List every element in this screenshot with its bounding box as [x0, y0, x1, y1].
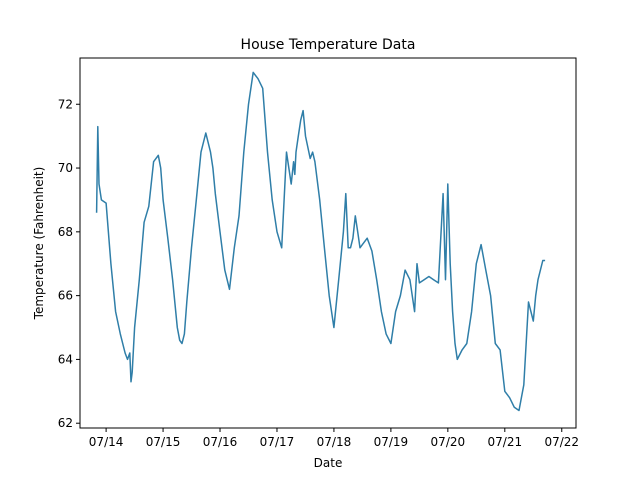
x-tick-label: 07/16 [203, 435, 238, 449]
plot-area [79, 57, 577, 429]
y-tick-label: 62 [58, 416, 73, 430]
y-tick-label: 72 [58, 97, 73, 111]
series-line [95, 71, 546, 412]
axes-frame [79, 57, 577, 429]
y-axis: 62 64 66 68 70 72 [58, 97, 80, 430]
x-tick-label: 07/22 [544, 435, 579, 449]
x-tick-label: 07/21 [488, 435, 523, 449]
series-layer [95, 71, 546, 412]
y-tick-label: 66 [58, 289, 73, 303]
y-tick-label: 64 [58, 352, 73, 366]
x-tick-label: 07/18 [317, 435, 352, 449]
x-tick-label: 07/15 [146, 435, 181, 449]
x-tick-label: 07/14 [89, 435, 124, 449]
x-tick-label: 07/17 [260, 435, 295, 449]
y-tick-label: 68 [58, 225, 73, 239]
chart-title: House Temperature Data [241, 37, 416, 53]
y-axis-label: Temperature (Fahrenheit) [32, 167, 46, 321]
x-axis: 07/14 07/15 07/16 07/17 07/18 07/19 07/20 07/21… [89, 428, 579, 449]
x-tick-label: 07/20 [431, 435, 466, 449]
x-axis-label: Date [314, 456, 343, 470]
x-tick-label: 07/19 [374, 435, 409, 449]
axes-background [80, 58, 576, 428]
y-tick-label: 70 [58, 161, 73, 175]
